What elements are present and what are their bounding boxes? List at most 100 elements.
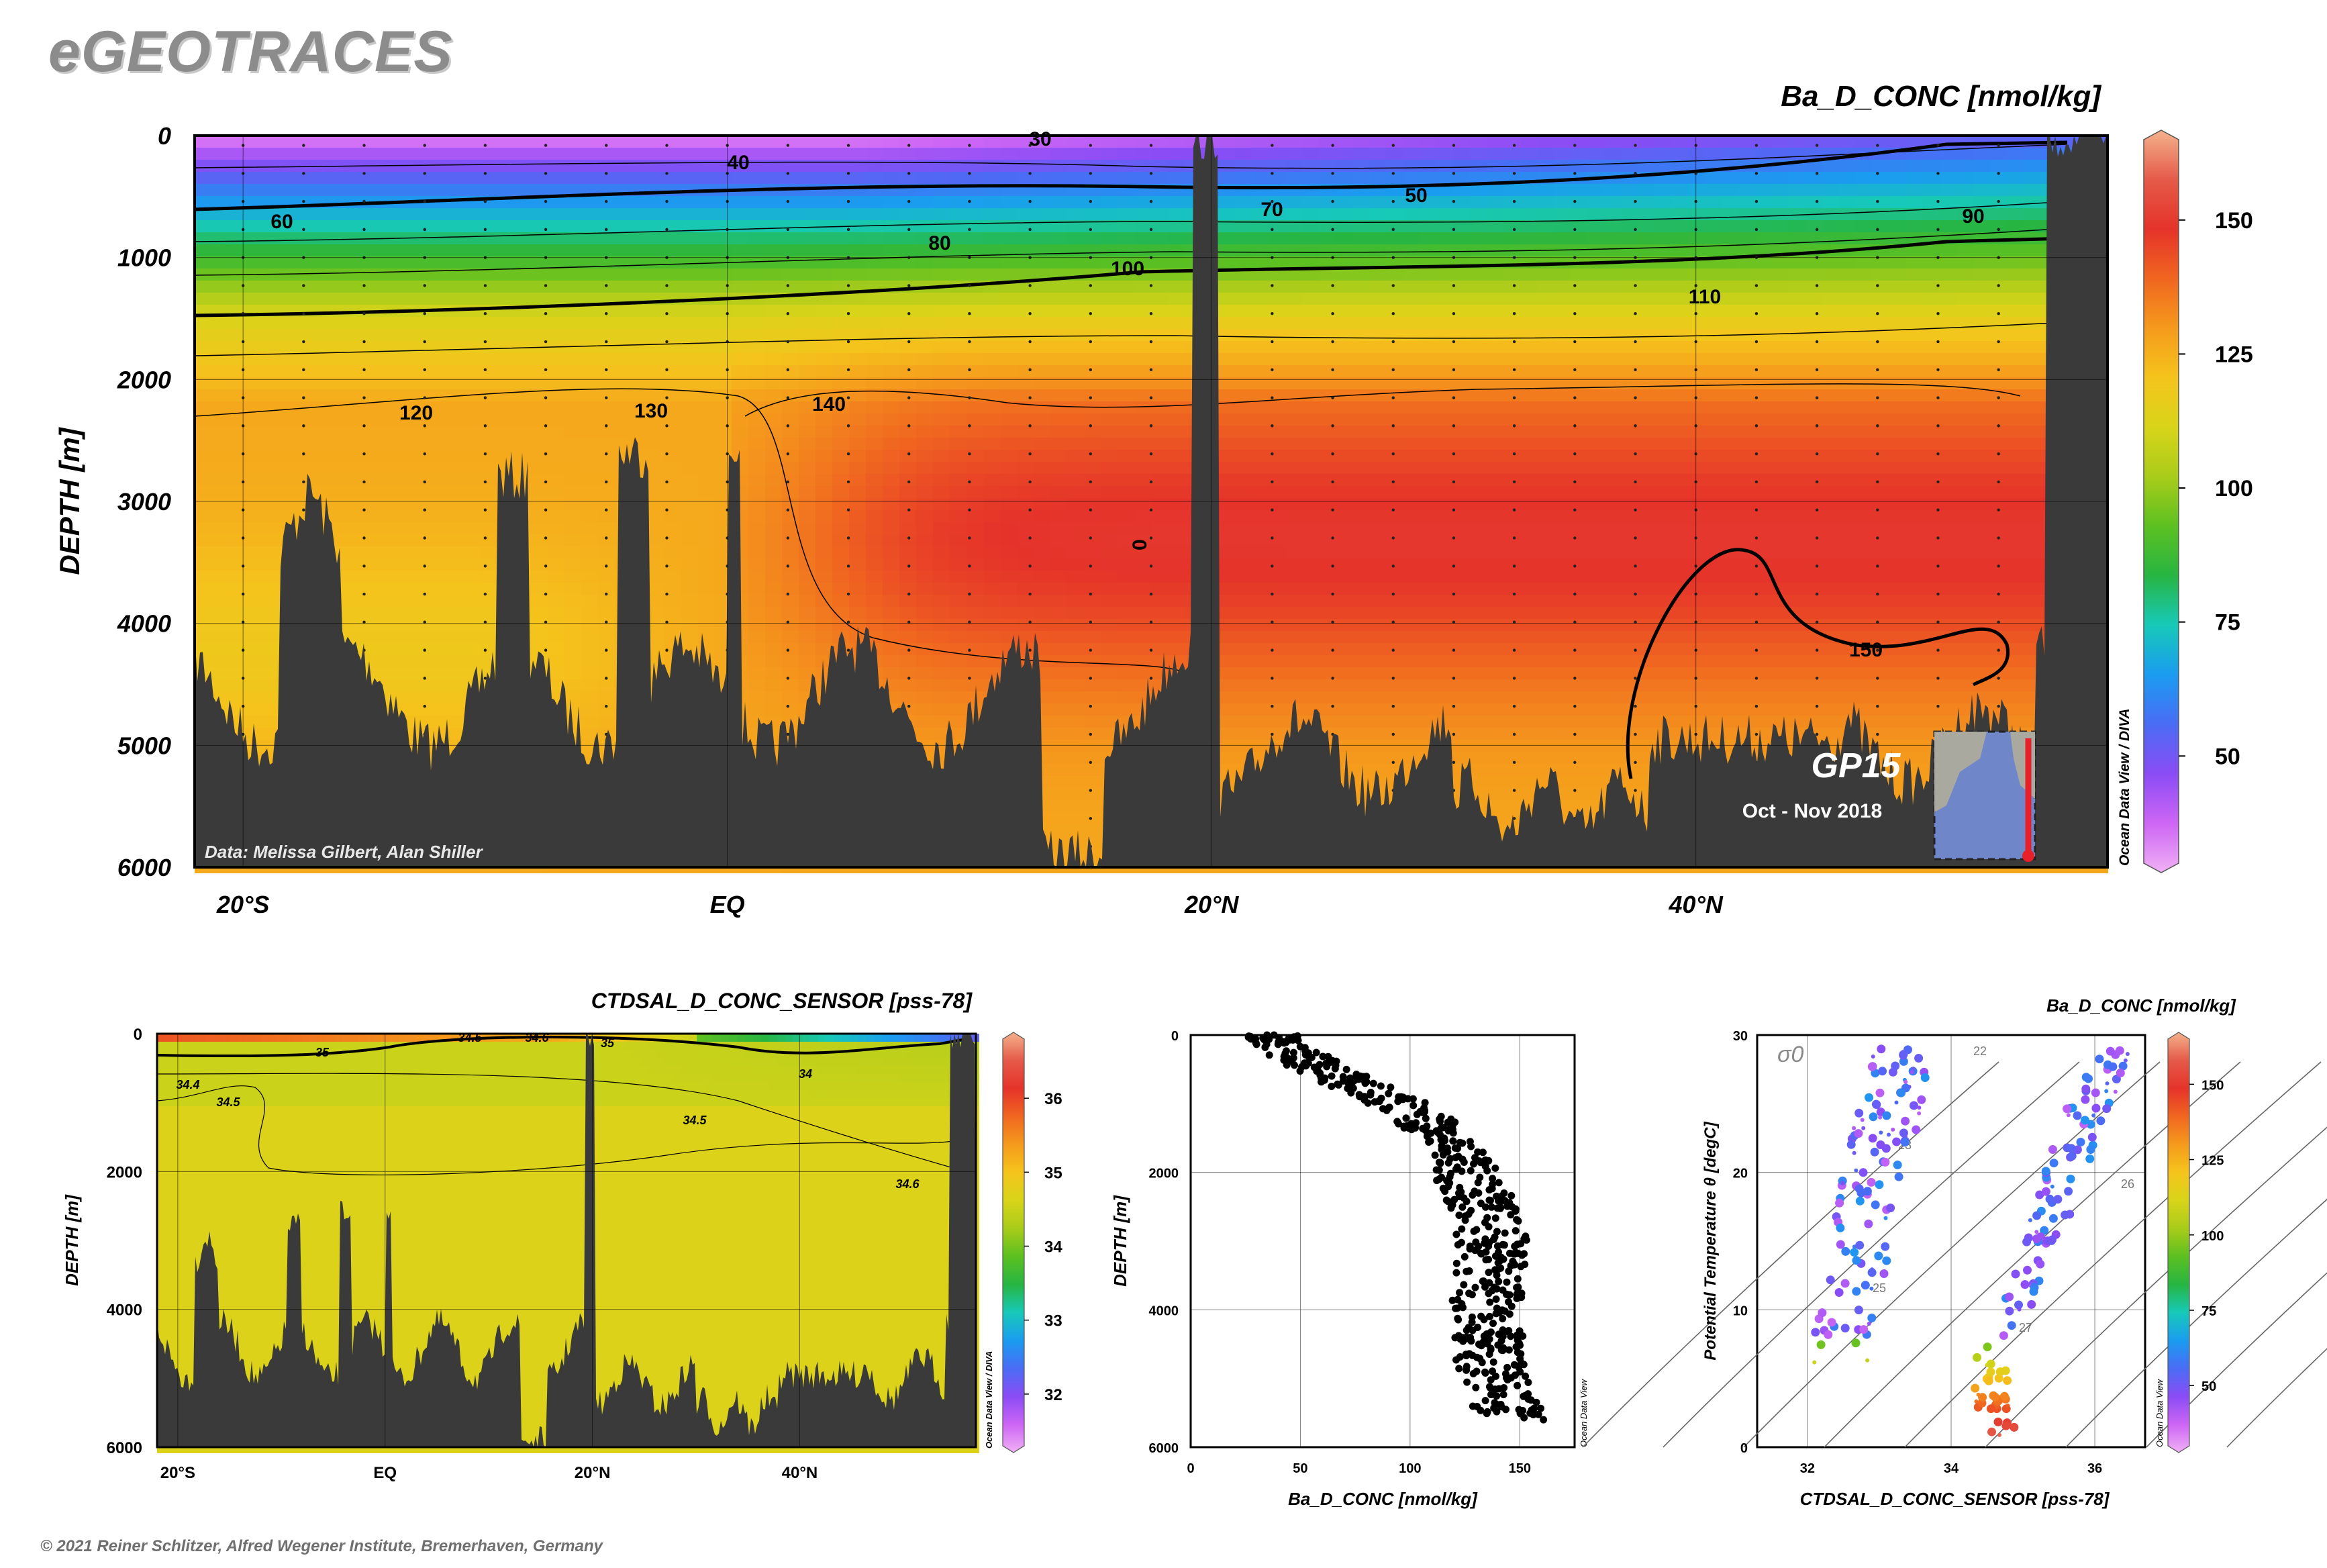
heat-cell: [648, 389, 665, 402]
heat-cell: [799, 438, 816, 450]
heat-cell: [866, 148, 883, 160]
heat-cell: [1554, 413, 1571, 426]
heat-cell: [480, 184, 497, 197]
heat-cell: [1252, 510, 1269, 523]
heat-cell: [379, 426, 397, 438]
heat-cell: [1235, 172, 1252, 185]
heat-cell: [564, 522, 581, 535]
heat-cell: [581, 220, 598, 233]
heat-cell: [1520, 728, 1538, 740]
heat-cell: [329, 401, 346, 414]
heat-cell: [832, 232, 850, 245]
heat-cell: [581, 305, 598, 317]
heat-cell: [950, 716, 967, 728]
heat-cell: [1470, 752, 1487, 765]
heat-cell: [614, 329, 632, 342]
heat-cell: [832, 546, 850, 559]
heat-cell: [1420, 160, 1437, 173]
heat-cell: [866, 607, 883, 620]
heat-cell: [916, 365, 934, 378]
heat-cell: [614, 413, 632, 426]
heat-cell: [430, 184, 447, 197]
heat-cell: [849, 160, 867, 173]
heat-cell: [1285, 160, 1303, 173]
heat-cell: [698, 571, 715, 583]
heat-cell: [262, 558, 279, 571]
heat-cell: [698, 438, 715, 450]
heat-cell: [1269, 595, 1286, 607]
heat-cell: [312, 413, 330, 426]
heat-cell: [866, 244, 883, 257]
heat-cell: [1436, 679, 1454, 692]
heat-cell: [748, 281, 766, 293]
heat-cell: [748, 571, 766, 583]
heat-cell: [899, 486, 917, 499]
heat-cell: [1084, 534, 1101, 547]
heat-cell: [916, 716, 934, 728]
heat-cell: [1420, 691, 1437, 704]
heat-cell: [547, 571, 564, 583]
heat-cell: [480, 534, 497, 547]
heat-cell: [967, 377, 984, 390]
heat-cell: [1537, 534, 1554, 547]
heat-cell: [916, 256, 934, 269]
heat-cell: [195, 389, 212, 402]
heat-cell: [1386, 365, 1403, 378]
heat-cell: [1453, 208, 1471, 221]
heat-cell: [1134, 232, 1152, 245]
heat-cell: [1285, 317, 1303, 330]
heat-cell: [799, 365, 816, 378]
heat-cell: [279, 160, 296, 173]
heat-cell: [430, 232, 447, 245]
heat-cell: [950, 679, 967, 692]
heat-cell: [312, 256, 330, 269]
heat-cell: [463, 643, 481, 656]
heat-cell: [1503, 522, 1521, 535]
heat-cell: [899, 353, 917, 366]
heat-cell: [1420, 438, 1437, 450]
heat-cell: [1537, 426, 1554, 438]
heat-cell: [916, 389, 934, 402]
heat-cell: [1352, 329, 1370, 342]
heat-cell: [379, 317, 397, 330]
heat-cell: [1285, 256, 1303, 269]
heat-cell: [1017, 450, 1034, 462]
heat-cell: [245, 329, 262, 342]
heat-cell: [648, 534, 665, 547]
heat-cell: [1537, 341, 1554, 354]
heat-cell: [681, 619, 699, 632]
heat-cell: [933, 172, 950, 185]
heat-cell: [1034, 353, 1051, 366]
heat-cell: [1352, 679, 1370, 692]
heat-cell: [765, 462, 783, 475]
heat-cell: [430, 655, 447, 668]
heat-cell: [950, 293, 967, 305]
heat-cell: [245, 196, 262, 209]
heat-cell: [815, 305, 833, 317]
heat-cell: [262, 293, 279, 305]
heat-cell: [463, 474, 481, 487]
heat-cell: [1252, 691, 1269, 704]
heat-cell: [815, 377, 833, 390]
heat-cell: [967, 438, 984, 450]
heat-cell: [1403, 450, 1420, 462]
heat-cell: [1352, 438, 1370, 450]
heat-cell: [1436, 305, 1454, 317]
heat-cell: [1403, 462, 1420, 475]
heat-cell: [597, 160, 615, 173]
heat-cell: [916, 498, 934, 511]
heat-cell: [228, 293, 246, 305]
heat-cell: [815, 607, 833, 620]
heat-cell: [497, 148, 514, 160]
heat-cell: [1067, 643, 1085, 656]
heat-cell: [765, 196, 783, 209]
heat-cell: [1302, 413, 1320, 426]
heat-cell: [916, 462, 934, 475]
heat-cell: [1235, 317, 1252, 330]
heat-cell: [262, 317, 279, 330]
heat-cell: [446, 220, 464, 233]
heat-cell: [362, 413, 380, 426]
heat-cell: [1050, 438, 1068, 450]
heat-cell: [581, 691, 598, 704]
